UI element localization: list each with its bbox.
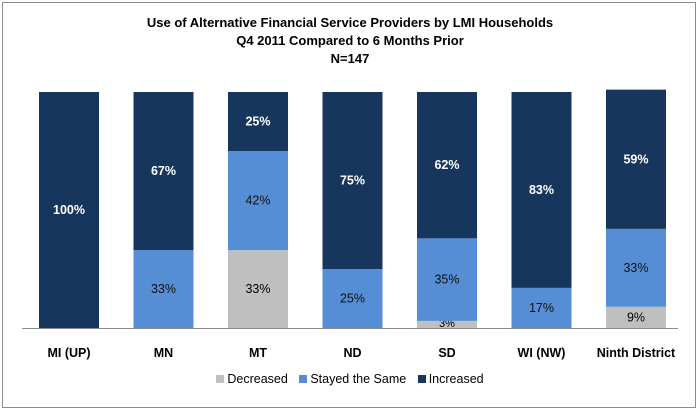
x-tick-label-mn: MN: [154, 346, 173, 360]
data-label-increased-mi-up: 100%: [53, 203, 85, 217]
bar-increased-mn: [133, 92, 194, 251]
bar-increased-sd: [417, 92, 477, 239]
bar-increased-wi-nw: [511, 92, 572, 288]
legend-swatch-stayed-the-same: [299, 375, 308, 383]
data-label-stayed-the-same-nd: 25%: [340, 292, 365, 306]
bar-stayed-the-same-wi-nw: [511, 287, 572, 328]
bar-stayed-the-same-ninth-district: [606, 228, 666, 307]
bar-decreased-mt: [228, 250, 288, 328]
data-label-stayed-the-same-ninth-district: 33%: [623, 261, 648, 275]
data-label-stayed-the-same-mt: 42%: [245, 194, 270, 208]
bar-stayed-the-same-sd: [417, 238, 477, 321]
bar-increased-mt: [228, 92, 288, 151]
data-label-increased-wi-nw: 83%: [529, 183, 554, 197]
data-label-decreased-ninth-district: 9%: [627, 310, 645, 324]
x-tick-label-wi-nw: WI (NW): [518, 346, 566, 360]
data-label-increased-mt: 25%: [245, 115, 270, 129]
legend-item-increased: Increased: [417, 372, 484, 386]
bar-increased-mi-up: [39, 92, 99, 328]
chart-title-line-2: Q4 2011 Compared to 6 Months Prior: [236, 33, 464, 48]
chart-title-line-1: Use of Alternative Financial Service Pro…: [146, 15, 554, 30]
legend-item-stayed-the-same: Stayed the Same: [299, 372, 406, 386]
bar-stayed-the-same-mt: [228, 151, 288, 251]
bar-increased-ninth-district: [606, 89, 666, 229]
legend-label-decreased: Decreased: [227, 372, 288, 386]
bar-decreased-ninth-district: [606, 306, 666, 328]
data-label-stayed-the-same-sd: 35%: [434, 273, 459, 287]
legend-label-stayed-the-same: Stayed the Same: [310, 372, 407, 386]
legend-label-increased: Increased: [428, 372, 484, 386]
data-label-increased-mn: 67%: [151, 164, 176, 178]
data-label-increased-ninth-district: 59%: [623, 152, 648, 166]
data-label-stayed-the-same-wi-nw: 17%: [529, 301, 554, 315]
bar-stayed-the-same-mn: [133, 250, 194, 328]
bar-stayed-the-same-nd: [322, 269, 383, 328]
data-label-stayed-the-same-mn: 33%: [151, 282, 176, 296]
data-label-decreased-sd: 3%: [439, 318, 455, 330]
x-tick-label-ninth-district: Ninth District: [597, 346, 676, 360]
legend-swatch-decreased: [216, 375, 225, 383]
legend-swatch-increased: [417, 375, 426, 383]
bar-increased-nd: [322, 92, 383, 269]
chart-title-line-3: N=147: [330, 51, 370, 66]
data-label-increased-nd: 75%: [340, 174, 365, 188]
chart-title: Use of Alternative Financial Service Pro…: [0, 14, 700, 68]
chart-legend: Decreased Stayed the Same Increased: [0, 372, 700, 386]
data-label-decreased-mt: 33%: [245, 282, 270, 296]
legend-item-decreased: Decreased: [216, 372, 288, 386]
x-tick-label-nd: ND: [343, 346, 361, 360]
data-label-increased-sd: 62%: [434, 158, 459, 172]
x-tick-label-sd: SD: [438, 346, 455, 360]
bar-decreased-sd: [417, 320, 477, 328]
x-tick-label-mi-up: MI (UP): [47, 346, 90, 360]
x-tick-label-mt: MT: [249, 346, 267, 360]
